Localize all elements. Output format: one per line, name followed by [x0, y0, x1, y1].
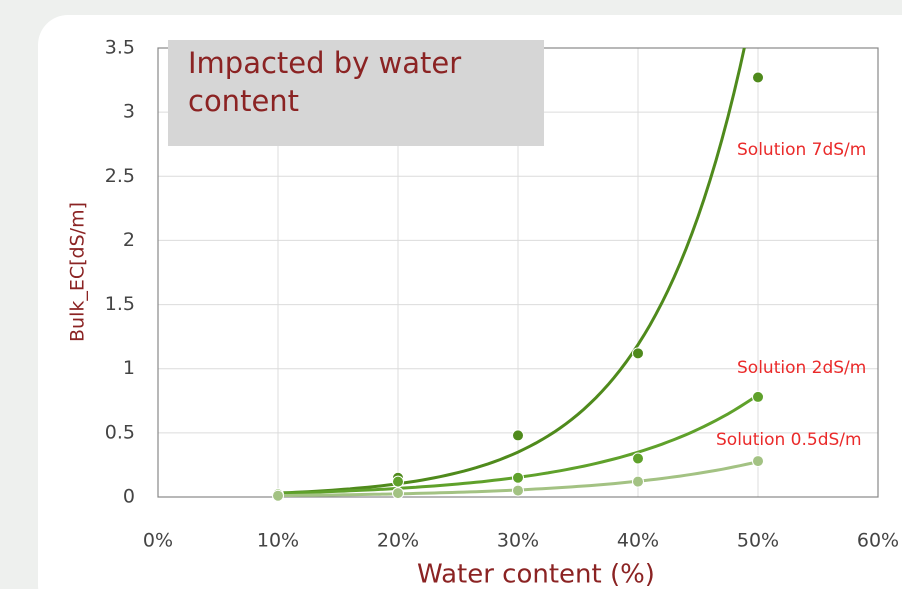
- x-tick-label: 10%: [257, 530, 299, 552]
- chart-title: Impacted by water content: [168, 40, 544, 146]
- y-axis-label: Bulk_EC[dS/m]: [67, 202, 89, 342]
- x-axis-label: Water content (%): [417, 560, 655, 589]
- x-tick-label: 30%: [497, 530, 539, 552]
- y-tick-label: 0.5: [105, 421, 135, 443]
- trend-line: [277, 48, 746, 495]
- y-tick-label: 0: [123, 486, 135, 508]
- x-tick-label: 50%: [737, 530, 779, 552]
- x-tick-label: 40%: [617, 530, 659, 552]
- y-tick-label: 2.5: [105, 165, 135, 187]
- data-point: [752, 71, 764, 84]
- y-tick-label: 1.5: [105, 293, 135, 315]
- series-label: Solution 7dS/m: [737, 140, 866, 160]
- x-tick-label: 0%: [143, 530, 173, 552]
- data-point: [752, 455, 764, 468]
- y-tick-label: 3: [123, 101, 135, 123]
- series-label: Solution 0.5dS/m: [716, 430, 862, 450]
- y-tick-label: 3.5: [105, 37, 135, 59]
- data-point: [512, 484, 524, 497]
- data-point: [512, 429, 524, 442]
- data-point: [272, 489, 284, 502]
- data-point: [632, 475, 644, 488]
- x-tick-label: 60%: [857, 530, 899, 552]
- data-point: [512, 471, 524, 484]
- y-tick-label: 1: [123, 357, 135, 379]
- series-label: Solution 2dS/m: [737, 358, 866, 378]
- data-point: [632, 347, 644, 360]
- data-point: [632, 452, 644, 465]
- data-point: [752, 390, 764, 403]
- y-tick-label: 2: [123, 229, 135, 251]
- data-point: [392, 475, 404, 488]
- data-point: [392, 487, 404, 500]
- x-tick-label: 20%: [377, 530, 419, 552]
